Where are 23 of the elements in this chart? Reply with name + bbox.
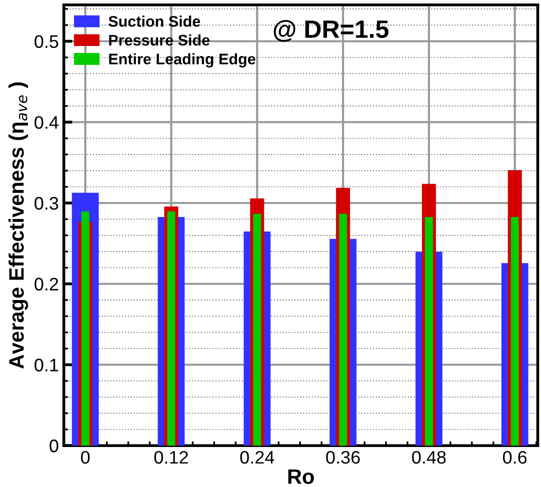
bar <box>339 214 348 446</box>
x-tick-label: 0.12 <box>154 450 188 464</box>
y-axis-title: Average Effectiveness (η$_{ave}$ ) <box>8 82 28 369</box>
bar <box>253 214 262 446</box>
x-tick-label: 0 <box>81 450 90 464</box>
legend-label: Entire Leading Edge <box>109 53 256 68</box>
x-axis-title: Ro <box>288 469 314 484</box>
bar <box>510 217 519 446</box>
y-tick-label: 0.4 <box>34 116 58 129</box>
y-tick-label: 0.2 <box>34 278 58 291</box>
annotation: @ DR=1.5 <box>274 20 388 42</box>
legend-label: Suction Side <box>108 16 200 27</box>
legend-label: Pressure Side <box>109 34 210 46</box>
y-tick-label: 0 <box>50 440 58 452</box>
x-tick-label: 0.36 <box>326 450 360 464</box>
y-tick-label: 0.3 <box>34 196 58 210</box>
x-tick-label: 0.48 <box>412 450 446 464</box>
y-tick-label: 0.1 <box>34 358 58 372</box>
x-tick-label: 0.6 <box>503 450 527 464</box>
bar <box>81 211 90 446</box>
bar <box>424 217 433 446</box>
x-tick-label: 0.24 <box>240 450 274 464</box>
y-tick-label: 0.5 <box>34 35 58 48</box>
